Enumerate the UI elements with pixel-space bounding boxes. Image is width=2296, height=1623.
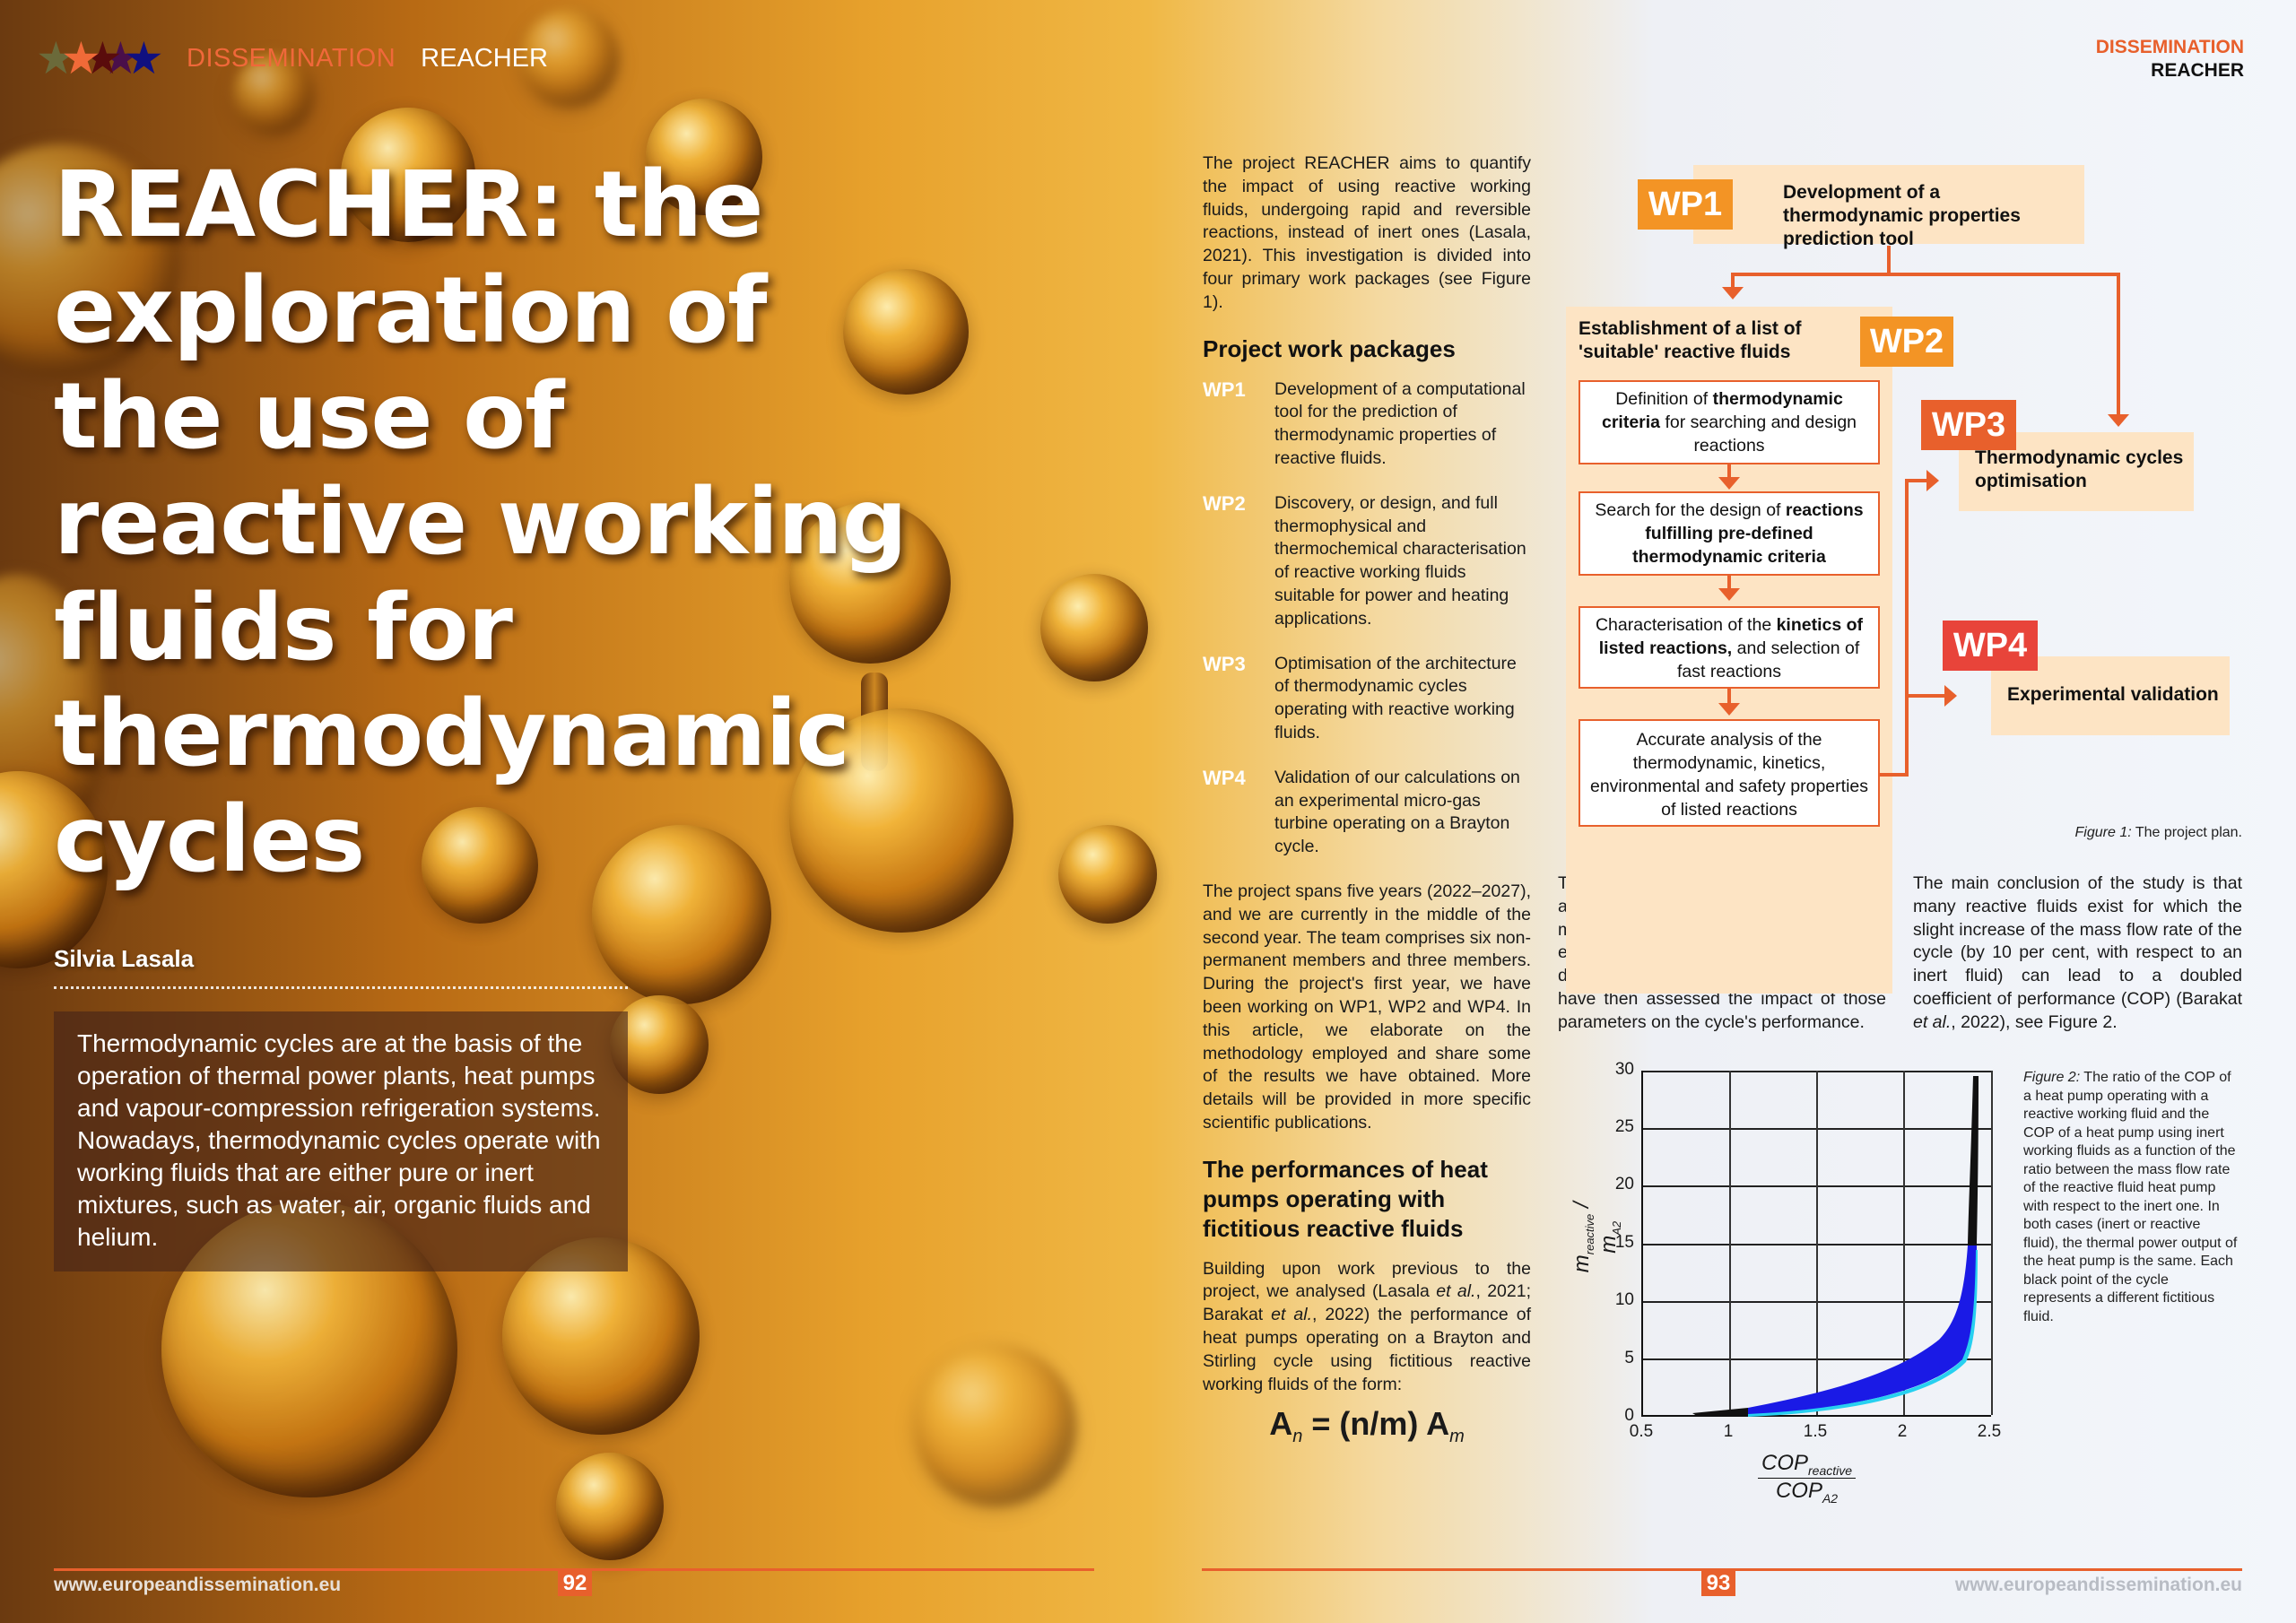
star-icon: ★ — [83, 33, 123, 83]
connector-line — [1731, 273, 2120, 276]
author-divider — [54, 986, 628, 989]
reaction-formula: An = (n/m) Am — [1269, 1405, 1465, 1447]
arrow-down-icon — [1718, 477, 1740, 490]
wp3-tag: WP3 — [1921, 400, 2016, 450]
y-tick: 30 — [1614, 1060, 1634, 1079]
y-tick: 0 — [1624, 1406, 1634, 1425]
star-icon: ★ — [100, 33, 141, 83]
star-icon: ★ — [61, 33, 101, 83]
wp2-step-4: Accurate analysis of the thermodynamic, … — [1578, 719, 1880, 827]
wp-tag: WP3 — [1203, 652, 1246, 675]
arrow-down-icon — [1718, 588, 1740, 601]
arrow-right-icon — [1926, 470, 1939, 491]
right-footer-rule — [1202, 1568, 2242, 1571]
y-tick: 20 — [1614, 1175, 1634, 1193]
header-brand: DISSEMINATION — [2095, 37, 2244, 57]
wp-list-item: WP1 Development of a computational tool … — [1203, 378, 1531, 471]
wp4-label: Experimental validation — [2007, 684, 2219, 705]
right-page-header: DISSEMINATION REACHER — [2096, 36, 2244, 82]
connector-line — [1880, 773, 1909, 777]
wp-tag: WP4 — [1203, 766, 1246, 789]
plot-area — [1641, 1071, 1993, 1417]
figure-2-caption: Figure 2: The ratio of the COP of a heat… — [2023, 1070, 2238, 1324]
wp-description: Optimisation of the architecture of ther… — [1274, 653, 1517, 742]
connector-line — [1905, 694, 1946, 698]
left-page-header: ★ ★ ★ ★ ★ DISSEMINATION REACHER — [36, 36, 548, 81]
connector-line — [1727, 576, 1731, 590]
wp-list-item: WP3 Optimisation of the architecture of … — [1203, 653, 1531, 745]
connector-line — [2117, 273, 2120, 416]
connector-line — [1905, 479, 1928, 482]
y-axis-label: mreactive / mA2 — [1570, 1202, 1623, 1273]
conclusion-paragraph: The main conclusion of the study is that… — [1913, 873, 2242, 1032]
x-tick: 2 — [1897, 1422, 1908, 1441]
performance-paragraph: Building upon work previous to the proje… — [1203, 1258, 1532, 1394]
scatter-points — [1692, 1076, 1979, 1417]
wp1-box: Development of a thermodynamic propertie… — [1693, 165, 2084, 249]
wp2-label: Establishment of a list of 'suitable' re… — [1578, 318, 1802, 362]
intro-paragraph: The project REACHER aims to quantify the… — [1203, 153, 1531, 312]
wp3-label: Thermodynamic cycles optimisation — [1975, 447, 2184, 491]
wp-tag: WP2 — [1203, 491, 1246, 515]
wp-tag: WP1 — [1203, 378, 1246, 401]
connector-line — [1727, 464, 1731, 479]
star-icon: ★ — [124, 33, 164, 83]
arrow-down-icon — [1718, 703, 1740, 716]
connector-line — [1727, 689, 1731, 705]
stars-logo: ★ ★ ★ ★ ★ — [36, 36, 170, 81]
wp-description: Discovery, or design, and full thermophy… — [1274, 492, 1526, 629]
wp-list-item: WP4 Validation of our calculations on an… — [1203, 767, 1531, 859]
wp-heading: Project work packages — [1203, 334, 1456, 362]
arrow-down-icon — [1722, 287, 1744, 299]
intro-standfirst: Thermodynamic cycles are at the basis of… — [54, 1011, 628, 1271]
wp-list-item: WP2 Discovery, or design, and full therm… — [1203, 492, 1531, 631]
performance-heading: The performances of heat pumps operating… — [1203, 1155, 1488, 1242]
connector-line — [1905, 479, 1909, 777]
wp-description: Validation of our calculations on an exp… — [1274, 767, 1520, 857]
wp1-tag: WP1 — [1638, 179, 1733, 230]
page-number-left: 92 — [558, 1571, 592, 1596]
wp2-step-2: Search for the design of reactions fulfi… — [1578, 491, 1880, 576]
page-number-right: 93 — [1701, 1571, 1735, 1596]
y-tick: 25 — [1614, 1117, 1634, 1136]
author-name: Silvia Lasala — [54, 945, 195, 972]
wp1-label: Development of a thermodynamic propertie… — [1783, 182, 2021, 249]
wp4-tag: WP4 — [1943, 621, 2038, 671]
figure-1-project-plan: Development of a thermodynamic propertie… — [1561, 152, 2242, 994]
x-tick: 0.5 — [1629, 1422, 1654, 1441]
wp2-step-3: Characterisation of the kinetics of list… — [1578, 606, 1880, 689]
wp2-tag: WP2 — [1860, 317, 1953, 367]
figure-1-caption: Figure 1: The project plan. — [2074, 825, 2242, 840]
header-project: REACHER — [2151, 60, 2244, 81]
star-icon: ★ — [36, 33, 76, 83]
column-3: The main conclusion of the study is that… — [1913, 872, 2242, 1051]
wp-description: Development of a computational tool for … — [1274, 378, 1526, 468]
x-tick: 1 — [1723, 1422, 1734, 1441]
header-project: REACHER — [421, 43, 548, 73]
y-tick: 15 — [1614, 1233, 1634, 1252]
arrow-right-icon — [1944, 685, 1957, 707]
wp2-step-1: Definition of thermodynamic criteria for… — [1578, 380, 1880, 464]
y-tick: 5 — [1624, 1349, 1634, 1367]
figure-2-chart: 30 25 20 15 10 5 0 0.5 1 1.5 2 2.5 mreac… — [1561, 1058, 2009, 1524]
footer-site-link-left[interactable]: www.europeandissemination.eu — [54, 1575, 342, 1595]
left-footer-rule — [54, 1568, 1094, 1571]
x-axis-label: COPreactive COPA2 — [1758, 1451, 1857, 1506]
footer-site-link-right[interactable]: www.europeandissemination.eu — [1954, 1575, 2242, 1595]
connector-line — [1887, 246, 1891, 276]
connector-line — [1731, 273, 1735, 289]
article-title: REACHER: the exploration of the use of r… — [54, 152, 908, 893]
timeline-paragraph: The project spans five years (2022–2027)… — [1203, 881, 1531, 1133]
column-1: The project REACHER aims to quantify the… — [1203, 152, 1531, 1449]
x-tick: 2.5 — [1977, 1422, 2002, 1441]
y-tick: 10 — [1614, 1290, 1634, 1309]
x-tick: 1.5 — [1803, 1422, 1828, 1441]
header-brand: DISSEMINATION — [187, 43, 396, 73]
arrow-down-icon — [2108, 414, 2129, 427]
